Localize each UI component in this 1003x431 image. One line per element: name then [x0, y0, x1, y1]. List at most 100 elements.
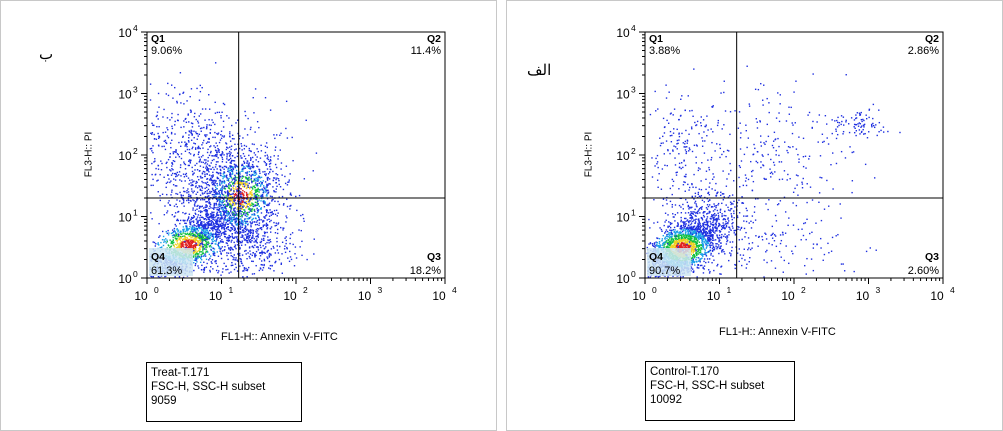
event-dot	[196, 191, 199, 193]
event-dot	[239, 184, 241, 186]
event-dot	[184, 190, 186, 193]
event-dot	[220, 208, 223, 210]
quadrant-label-bg	[149, 248, 193, 276]
event-dot	[257, 211, 259, 213]
event-dot	[178, 244, 181, 247]
event-dot	[220, 204, 222, 207]
event-dot	[684, 230, 686, 232]
event-dot	[695, 212, 697, 214]
event-dot	[266, 256, 268, 258]
event-dot	[213, 183, 215, 186]
event-dot	[241, 214, 244, 216]
event-dot	[702, 228, 704, 231]
event-dot	[249, 238, 252, 241]
event-dot	[194, 234, 197, 236]
event-dot	[231, 235, 233, 237]
event-dot	[714, 232, 716, 234]
event-dot	[233, 257, 235, 259]
event-dot	[679, 230, 681, 233]
event-dot	[696, 230, 698, 233]
event-dot	[239, 252, 241, 255]
event-dot	[227, 185, 230, 187]
event-dot	[233, 225, 235, 228]
event-dot	[197, 265, 199, 267]
event-dot	[267, 203, 269, 206]
event-dot	[189, 246, 191, 248]
event-dot	[207, 231, 209, 233]
event-dot	[223, 171, 225, 173]
event-dot	[151, 173, 153, 176]
event-dot	[240, 260, 242, 263]
event-dot	[227, 239, 229, 242]
event-dot	[704, 224, 707, 226]
event-dot	[215, 202, 218, 205]
event-dot	[207, 224, 210, 226]
event-dot	[181, 233, 183, 235]
event-dot	[211, 262, 213, 265]
event-dot	[241, 168, 243, 171]
event-dot	[737, 228, 739, 230]
event-dot	[196, 198, 199, 200]
event-dot	[264, 181, 267, 183]
event-dot	[198, 225, 200, 227]
event-dot	[186, 240, 189, 242]
event-dot	[245, 181, 247, 183]
event-dot	[190, 230, 193, 233]
event-dot	[240, 199, 243, 201]
event-dot	[235, 186, 237, 188]
event-dot	[217, 216, 219, 219]
event-dot	[298, 194, 301, 197]
event-dot	[217, 242, 220, 245]
event-dot	[230, 219, 233, 221]
event-dot	[153, 124, 155, 127]
event-dot	[245, 206, 247, 209]
event-dot	[250, 222, 252, 224]
event-dot	[211, 227, 214, 230]
event-dot	[201, 225, 204, 227]
event-dot	[184, 150, 187, 152]
event-dot	[193, 252, 195, 254]
event-dot	[203, 268, 206, 270]
event-dot	[251, 214, 253, 216]
event-dot	[191, 126, 194, 128]
event-dot	[221, 151, 224, 153]
event-dot	[160, 241, 162, 244]
event-dot	[203, 234, 206, 236]
event-dot	[214, 189, 216, 192]
event-dot	[201, 221, 203, 223]
panel-label: الف	[527, 61, 552, 79]
event-dot	[229, 169, 232, 172]
event-dot	[150, 147, 153, 150]
event-dot	[186, 190, 188, 192]
event-dot	[272, 179, 274, 182]
event-dot	[236, 227, 239, 229]
event-dot	[265, 222, 268, 225]
event-dot	[204, 162, 206, 165]
event-dot	[202, 154, 204, 157]
event-dot	[250, 198, 252, 201]
event-dot	[213, 191, 215, 194]
event-dot	[197, 147, 199, 150]
event-dot	[208, 164, 210, 167]
event-dot	[230, 177, 233, 179]
event-dot	[221, 181, 223, 183]
event-dot	[672, 238, 675, 241]
event-dot	[208, 207, 210, 210]
event-dot	[194, 169, 196, 171]
event-dot	[189, 199, 192, 202]
event-dot	[175, 203, 177, 206]
event-dot	[702, 266, 704, 269]
event-dot	[190, 216, 193, 219]
event-dot	[249, 230, 252, 232]
event-dot	[263, 239, 265, 242]
event-dot	[231, 224, 233, 226]
event-dot	[236, 217, 239, 220]
event-dot	[257, 209, 260, 211]
event-dot	[166, 135, 169, 137]
event-dot	[185, 121, 188, 124]
event-dot	[273, 270, 275, 272]
event-dot	[279, 186, 282, 188]
event-dot	[210, 219, 213, 222]
event-dot	[657, 276, 660, 278]
event-dot	[193, 269, 195, 272]
